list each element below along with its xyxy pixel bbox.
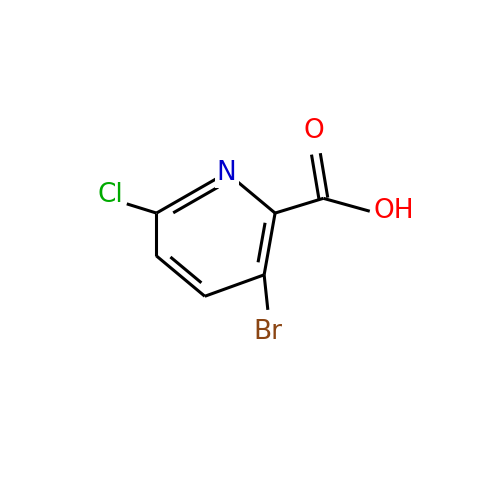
Text: O: O [304, 118, 324, 144]
Text: OH: OH [374, 198, 414, 224]
Text: N: N [217, 160, 237, 186]
Text: Br: Br [253, 319, 282, 345]
Text: Cl: Cl [97, 182, 123, 207]
